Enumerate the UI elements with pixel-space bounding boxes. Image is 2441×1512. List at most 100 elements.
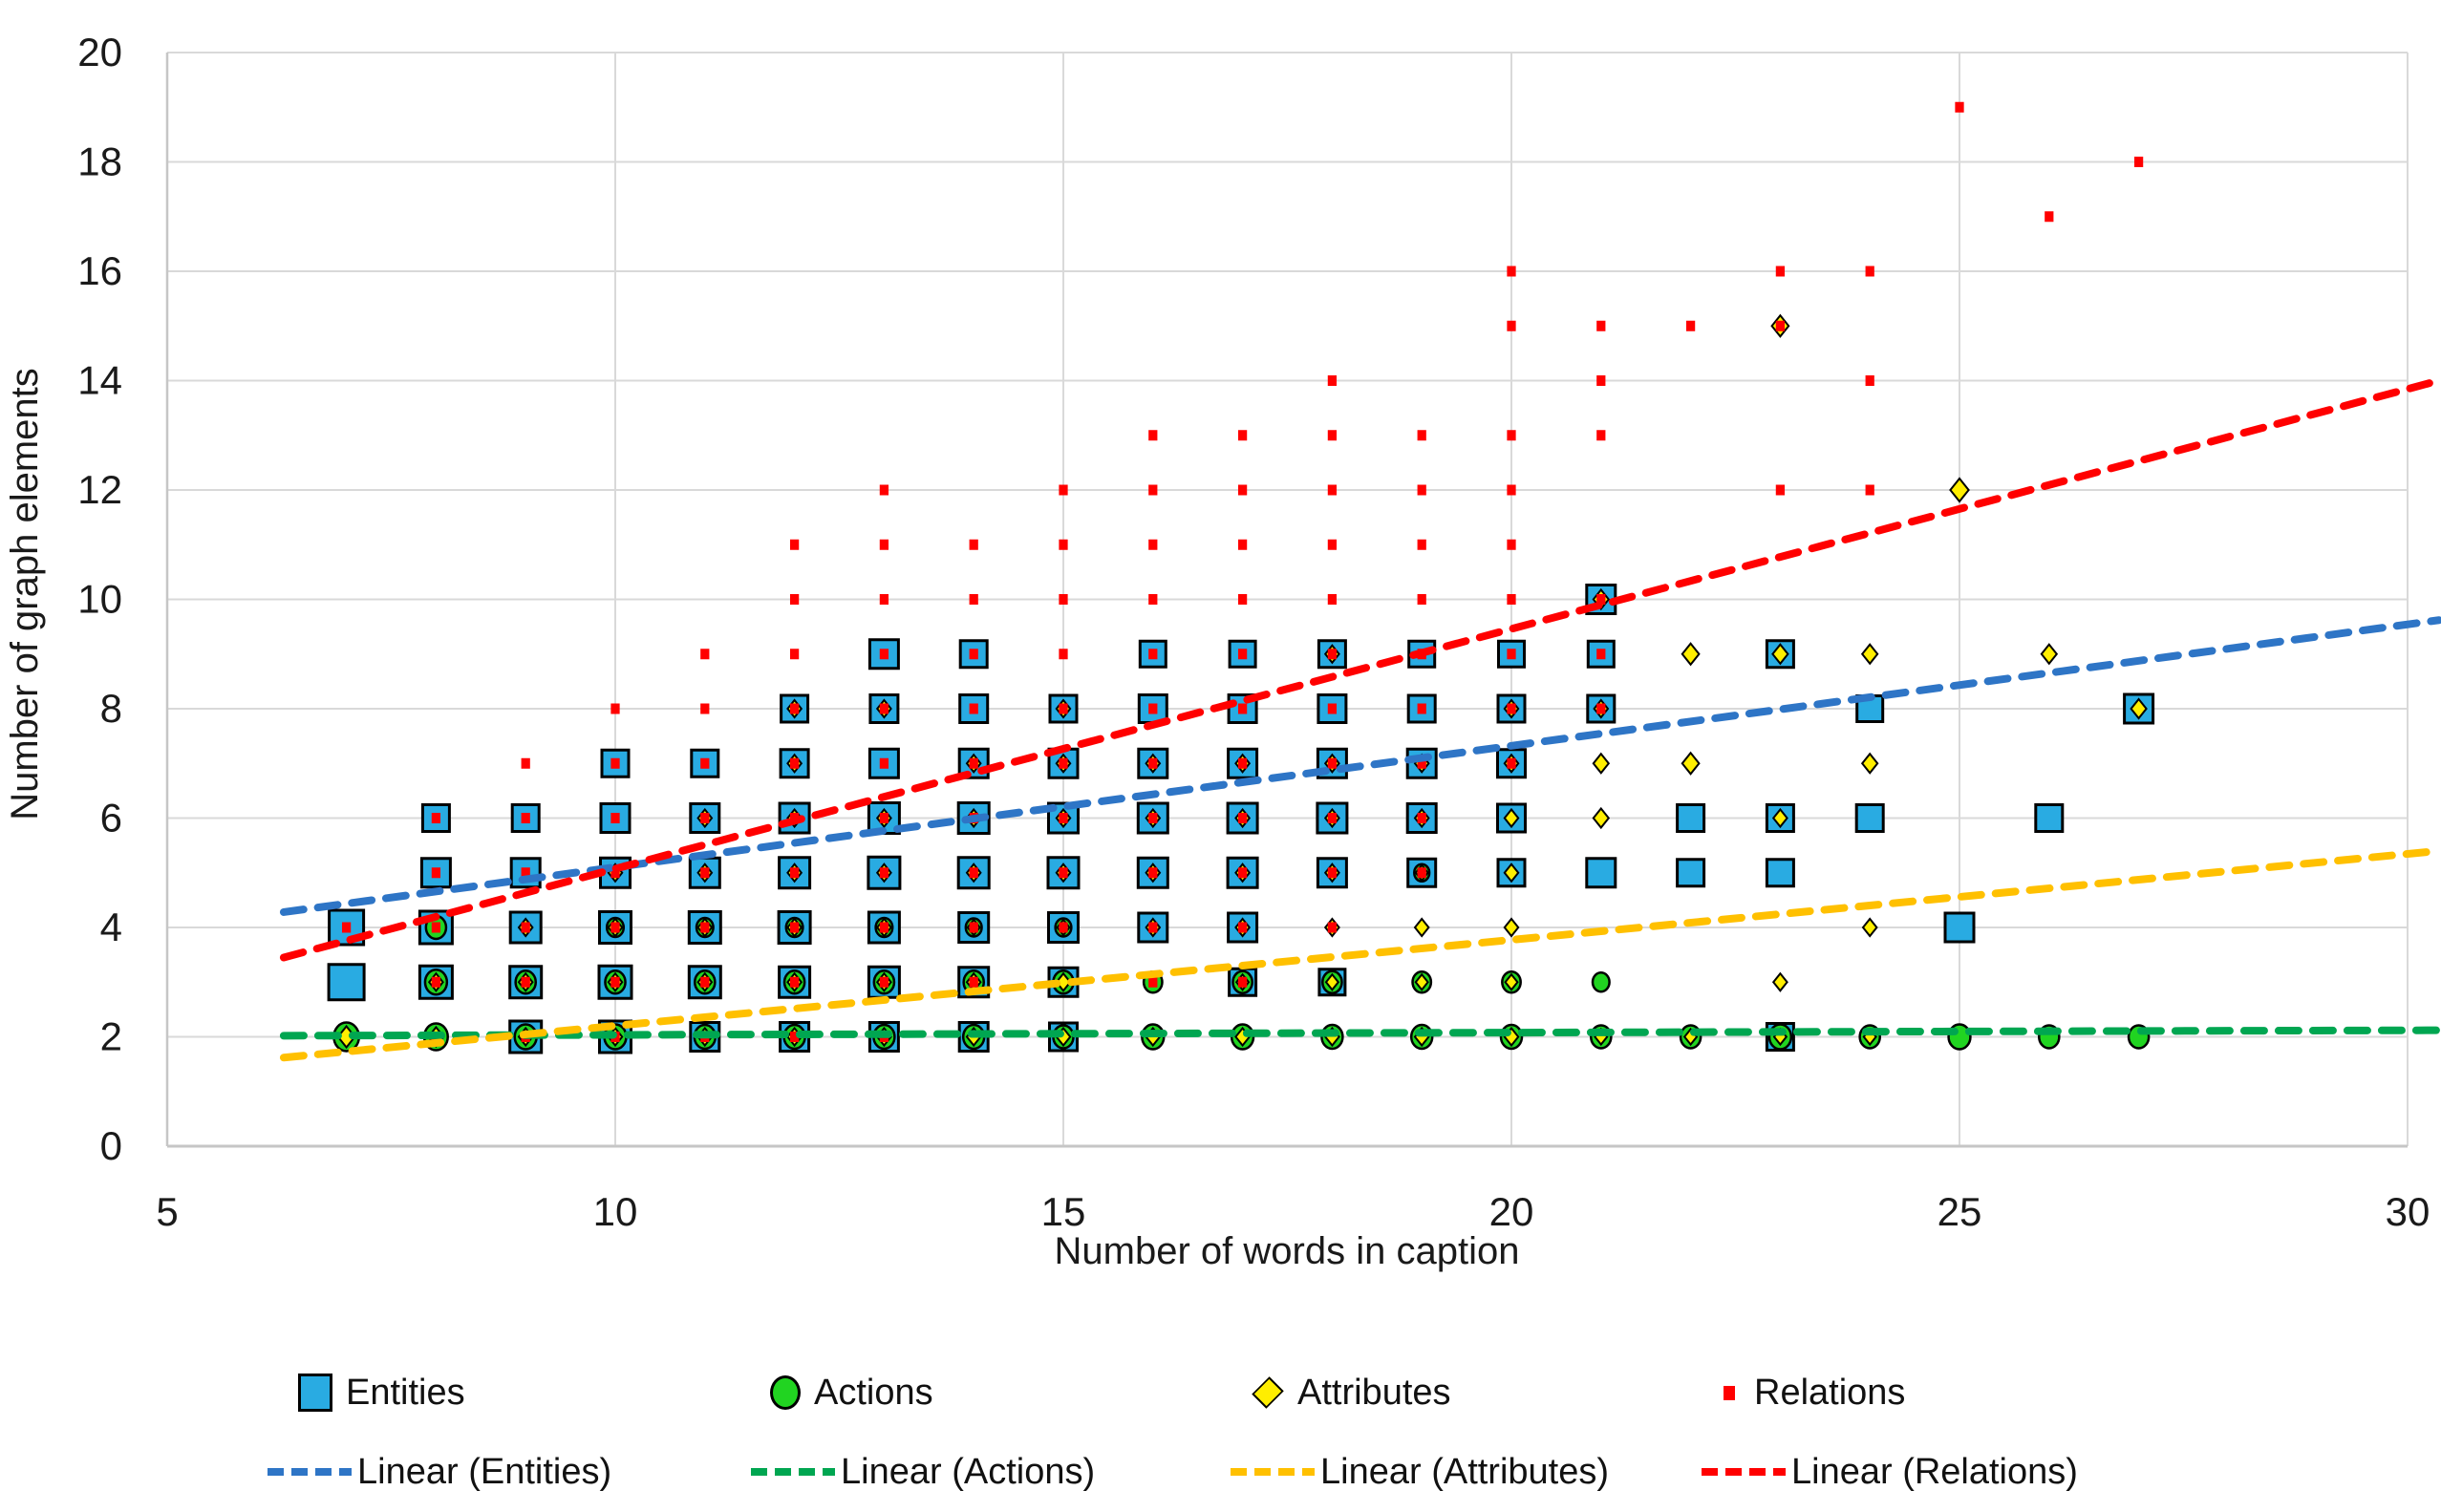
relations-point	[879, 594, 889, 605]
attributes-point	[1503, 917, 1520, 938]
x-tick-label: 30	[2386, 1189, 2430, 1234]
relations-point	[1327, 539, 1338, 550]
relations-point	[879, 813, 889, 823]
legend-item-relations: Relations	[1716, 1369, 1905, 1416]
x-axis-title: Number of words in caption	[1054, 1230, 1520, 1272]
y-tick-label: 4	[100, 905, 122, 949]
attributes-point	[1860, 752, 1879, 775]
legend-item-attributes: Attributes	[1250, 1369, 1451, 1416]
legend-item-linear-attributes: Linear (Attributes)	[1231, 1448, 1609, 1496]
attributes-point	[1055, 971, 1072, 992]
attributes-point	[1413, 917, 1430, 938]
relations-point	[1237, 703, 1248, 714]
relations-point	[1507, 266, 1516, 277]
relations-point	[521, 867, 530, 879]
relations-point	[969, 594, 978, 605]
relations-point	[1417, 539, 1426, 550]
attributes-point	[1771, 643, 1789, 666]
relations-point	[789, 1032, 800, 1042]
relations-point	[879, 922, 889, 933]
relations-point	[1327, 813, 1338, 823]
linear-entities-dash-icon	[268, 1468, 352, 1476]
relations-point	[1417, 757, 1426, 769]
entities-square-icon	[298, 1374, 332, 1412]
relations-point	[521, 757, 530, 769]
relations-point	[700, 922, 710, 933]
y-tick-label: 20	[77, 30, 122, 75]
entities-point	[1586, 639, 1616, 669]
legend-label: Relations	[1754, 1372, 1906, 1413]
legend-label: Entities	[346, 1372, 465, 1413]
relations-point	[1507, 430, 1516, 441]
legend-label: Linear (Relations)	[1791, 1451, 2078, 1492]
relations-point	[789, 922, 800, 933]
entities-point	[1138, 639, 1167, 669]
relations-point	[1596, 430, 1606, 441]
relations-point	[1596, 703, 1606, 714]
relations-point	[1507, 757, 1516, 769]
relations-point	[1865, 266, 1874, 277]
relations-point	[1237, 922, 1248, 933]
y-tick-label: 6	[100, 796, 122, 841]
relations-point	[700, 649, 710, 660]
relations-point	[1148, 813, 1158, 823]
relations-point	[789, 976, 800, 988]
relations-point	[1059, 867, 1068, 879]
relations-point	[1327, 594, 1338, 605]
relations-point	[700, 757, 710, 769]
entities-point	[779, 748, 810, 779]
relations-point	[521, 976, 530, 988]
entities-point	[327, 963, 366, 1002]
relations-point	[1775, 484, 1786, 496]
relations-point	[1327, 484, 1338, 496]
x-tick-label: 5	[156, 1189, 178, 1234]
legend-label: Attributes	[1297, 1372, 1451, 1413]
attributes-point	[1503, 862, 1520, 884]
relations-point	[1417, 867, 1426, 879]
relations-point	[1327, 703, 1338, 714]
relations-point	[700, 813, 710, 823]
relations-point	[1507, 320, 1516, 331]
relations-point	[1059, 703, 1068, 714]
relations-point	[1507, 703, 1516, 714]
relations-point	[1417, 484, 1426, 496]
relations-point	[1237, 976, 1248, 988]
relations-point	[700, 867, 710, 879]
relations-point	[1148, 703, 1158, 714]
trend-line-linear-actions-	[279, 1026, 2441, 1040]
relations-point	[969, 649, 978, 660]
relations-point	[789, 867, 800, 879]
relations-point	[1507, 649, 1516, 660]
y-tick-label: 2	[100, 1014, 122, 1059]
linear-actions-dash-icon	[751, 1468, 835, 1476]
trend-line-linear-relations-	[279, 376, 2441, 962]
relations-point	[1148, 867, 1158, 879]
relations-point	[1148, 976, 1158, 988]
relations-point	[1148, 484, 1158, 496]
relations-point	[1148, 922, 1158, 933]
relations-point	[879, 757, 889, 769]
relations-point	[1148, 649, 1158, 660]
legend-item-actions: Actions	[770, 1369, 933, 1416]
relations-point	[879, 867, 889, 879]
relations-point	[341, 922, 352, 933]
relations-point	[1059, 649, 1068, 660]
entities-point	[1676, 803, 1706, 833]
entities-point	[2034, 803, 2065, 833]
trend-line-linear-entities-	[279, 616, 2441, 916]
entities-point	[1406, 693, 1437, 724]
relations-point	[1237, 594, 1248, 605]
attributes-point	[1681, 642, 1701, 667]
legend-label: Linear (Entities)	[357, 1451, 612, 1492]
relations-point	[1596, 375, 1606, 386]
relations-point	[969, 757, 978, 769]
actions-circle-icon	[770, 1375, 801, 1410]
entities-point	[1765, 858, 1795, 888]
relations-point	[1507, 484, 1516, 496]
relations-point	[1327, 430, 1338, 441]
attributes-point	[1503, 807, 1520, 829]
relations-point	[1417, 703, 1426, 714]
legend-item-linear-relations: Linear (Relations)	[1702, 1448, 2078, 1496]
relations-point	[879, 976, 889, 988]
